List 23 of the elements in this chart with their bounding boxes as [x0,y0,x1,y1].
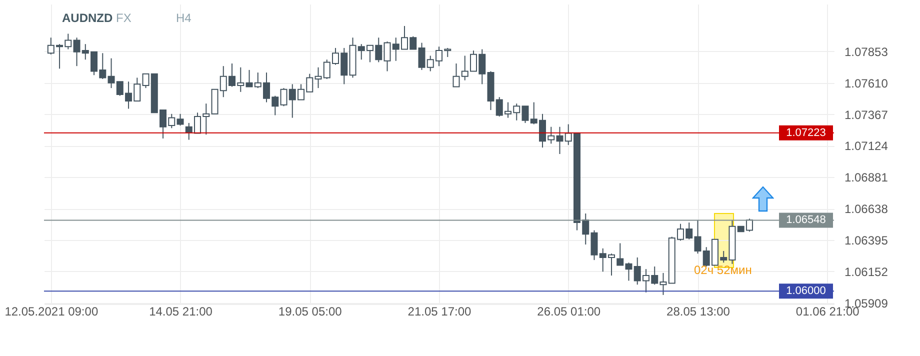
annotation: H4 [176,11,192,25]
candlestick [452,62,460,88]
y-tick-label: 1.06395 [844,233,888,248]
y-tick-label: 1.07610 [844,76,888,90]
ref-line-label: 1.06000 [786,285,826,298]
y-tick-label: 1.07367 [844,108,888,122]
y-tick-label: 1.06881 [844,170,888,185]
y-tick-label: 1.07124 [844,139,888,154]
text: AUDNZD [62,11,113,25]
annotation: FX [116,11,132,25]
annotation: 02ч 52мин [694,263,752,277]
x-tick-label: 14.05 21:00 [149,304,213,318]
x-tick-label: 19.05 05:00 [278,304,342,318]
candlestick [176,113,184,126]
ref-line-label: 1.06548 [786,214,826,226]
y-tick-label: 1.06638 [844,202,888,216]
x-tick-label: 26.05 01:00 [537,304,601,318]
y-tick-label: 1.06152 [844,264,888,279]
ref-line-label: 1.07223 [786,126,826,139]
x-tick-label: 12.05.2021 09:00 [4,304,98,318]
x-tick-label: 28.05 13:00 [666,304,730,318]
y-tick-label: 1.07853 [844,44,888,59]
x-tick-label: 21.05 17:00 [408,304,472,318]
